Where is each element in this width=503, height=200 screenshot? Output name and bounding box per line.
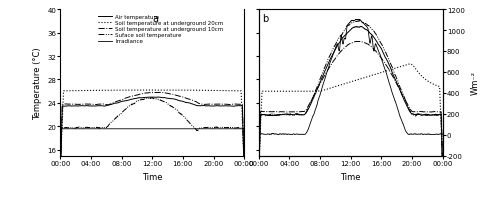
- Text: b: b: [263, 14, 269, 24]
- Y-axis label: Wm⁻²: Wm⁻²: [470, 71, 479, 95]
- Text: a: a: [152, 14, 158, 24]
- X-axis label: Time: Time: [341, 172, 361, 181]
- Legend: Air temperature, Soil temperature at underground 20cm, Soil temperature at under: Air temperature, Soil temperature at und…: [96, 13, 225, 46]
- X-axis label: Time: Time: [142, 172, 162, 181]
- Y-axis label: Temperature (°C): Temperature (°C): [33, 47, 42, 119]
